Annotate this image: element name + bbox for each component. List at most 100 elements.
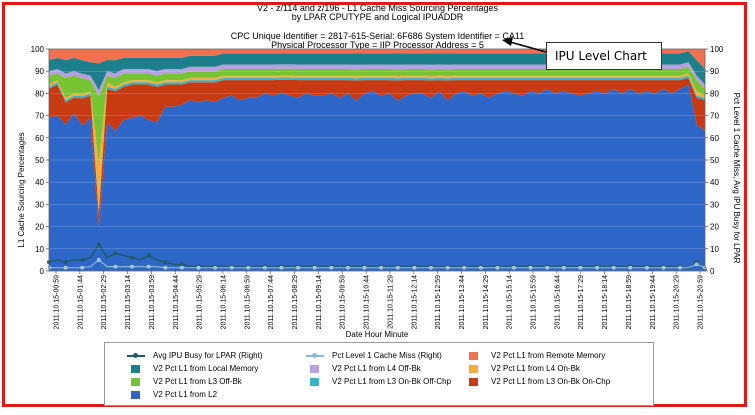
point-pct-level-1-cache-miss-right--20 xyxy=(213,265,217,270)
x-tick-label-17: 2011.10.15-13:44 xyxy=(459,275,466,329)
point-pct-level-1-cache-miss-right--48 xyxy=(445,265,450,270)
point-pct-level-1-cache-miss-right--74 xyxy=(661,265,666,270)
point-pct-level-1-cache-miss-right--64 xyxy=(578,265,583,270)
y-tick-label-right-50: 50 xyxy=(710,156,719,165)
y-tick-label-left-10: 10 xyxy=(35,245,44,254)
point-pct-level-1-cache-miss-right--56 xyxy=(512,265,516,270)
x-tick-label-10: 2011.10.15-08:29 xyxy=(292,275,299,329)
legend-label: V2 Pct L1 from L3 Off-Bk xyxy=(153,377,242,386)
legend-color-swatch xyxy=(131,378,140,386)
x-tick-label-16: 2011.10.15-12:59 xyxy=(435,275,442,329)
point-avg-ipu-busy-for-lpar-right--14 xyxy=(163,260,168,265)
point-pct-level-1-cache-miss-right--72 xyxy=(645,265,649,270)
legend-color-swatch xyxy=(469,352,478,360)
point-pct-level-1-cache-miss-right--26 xyxy=(263,265,267,270)
point-pct-level-1-cache-miss-right--66 xyxy=(595,265,599,270)
point-pct-level-1-cache-miss-right--18 xyxy=(196,265,201,270)
x-tick-label-1: 2011.10.15-01:44 xyxy=(77,275,84,329)
x-tick-label-11: 2011.10.15-09:14 xyxy=(316,275,323,329)
area-v2-pct-l1-from-l4-on-bk xyxy=(49,73,705,213)
point-pct-level-1-cache-miss-right--52 xyxy=(478,265,483,270)
legend-label: Pct Level 1 Cache Miss (Right) xyxy=(332,351,442,360)
legend-label: V2 Pct L1 from L2 xyxy=(153,390,218,399)
chart-title-line-1: V2 - z/114 and z/196 - L1 Cache Miss Sou… xyxy=(257,3,498,13)
point-pct-level-1-cache-miss-right--34 xyxy=(329,265,334,270)
point-pct-level-1-cache-miss-right--58 xyxy=(528,265,533,270)
point-pct-level-1-cache-miss-right--28 xyxy=(279,265,284,270)
point-pct-level-1-cache-miss-right--46 xyxy=(429,265,433,270)
point-avg-ipu-busy-for-lpar-right--16 xyxy=(179,262,184,267)
point-pct-level-1-cache-miss-right--16 xyxy=(180,265,184,270)
legend-label: V2 Pct L1 from L3 On-Bk Off-Chp xyxy=(332,377,452,386)
tick-labels: 0 0 10 10 20 20 30 30 40 40 50 50 60 60 70 70 80 80 90 90 10… xyxy=(31,45,724,329)
y-tick-label-left-70: 70 xyxy=(35,112,44,121)
point-pct-level-1-cache-miss-right--70 xyxy=(628,265,633,270)
x-tick-label-2: 2011.10.15-02:29 xyxy=(101,275,108,329)
x-tick-label-4: 2011.10.15-03:59 xyxy=(149,275,156,329)
y-tick-label-right-100: 100 xyxy=(710,45,724,54)
y-tick-label-left-20: 20 xyxy=(35,223,44,232)
legend-color-swatch xyxy=(469,378,478,386)
stacked-areas xyxy=(49,49,705,271)
point-avg-ipu-busy-for-lpar-right--12 xyxy=(146,253,151,258)
area-v2-pct-l1-from-l3-on-bk-on-chp xyxy=(49,77,705,227)
point-pct-level-1-cache-miss-right--60 xyxy=(545,265,550,270)
x-tick-label-27: 2011.10.15-20:59 xyxy=(698,275,705,329)
x-axis-label: Date Hour Minute xyxy=(346,330,409,339)
legend-label: V2 Pct L1 from Local Memory xyxy=(153,364,259,373)
legend-color-swatch xyxy=(310,378,319,386)
y-tick-label-right-70: 70 xyxy=(710,112,719,121)
point-pct-level-1-cache-miss-right--6 xyxy=(96,258,101,262)
point-pct-level-1-cache-miss-right--2 xyxy=(63,265,68,270)
point-pct-level-1-cache-miss-right--78 xyxy=(694,262,699,267)
legend-marker-dot xyxy=(133,353,138,358)
x-tick-label-9: 2011.10.15-07:44 xyxy=(268,275,275,329)
point-pct-level-1-cache-miss-right--24 xyxy=(246,265,251,270)
y-tick-label-left-30: 30 xyxy=(35,200,44,209)
y-tick-label-right-40: 40 xyxy=(710,178,719,187)
chart-legend: Avg IPU Busy for LPAR (Right) Pct Level 1… xyxy=(104,342,654,406)
y-tick-label-left-0: 0 xyxy=(40,267,45,276)
x-tick-label-3: 2011.10.15-03:14 xyxy=(125,275,132,329)
x-tick-label-13: 2011.10.15-10:44 xyxy=(364,275,371,329)
point-pct-level-1-cache-miss-right--42 xyxy=(395,265,400,270)
legend-color-swatch xyxy=(310,365,319,373)
y-axis-label-right: Pct Level 1 Cache Miss, Avg IPU Busy for… xyxy=(732,93,741,264)
y-tick-label-right-80: 80 xyxy=(710,89,719,98)
plot-border xyxy=(48,48,706,272)
x-tick-label-14: 2011.10.15-11:29 xyxy=(387,275,394,329)
y-axis-label-left: L1 Cache Sourcing Percentages xyxy=(17,132,26,247)
point-pct-level-1-cache-miss-right--38 xyxy=(362,265,367,270)
chart-title-line-2: by LPAR CPUTYPE and Logical IPUADDR xyxy=(291,12,464,22)
y-tick-label-right-20: 20 xyxy=(710,223,719,232)
point-pct-level-1-cache-miss-right--12 xyxy=(146,264,151,269)
area-v2-pct-l1-from-l3-on-bk-off-chp xyxy=(49,75,705,214)
point-pct-level-1-cache-miss-right--44 xyxy=(412,265,417,270)
y-tick-label-right-60: 60 xyxy=(710,134,719,143)
area-v2-pct-l1-from-l2 xyxy=(49,84,705,271)
y-tick-label-left-90: 90 xyxy=(35,67,44,76)
legend-line-swatch xyxy=(306,353,324,358)
x-tick-label-0: 2011.10.15-00:59 xyxy=(54,275,61,329)
point-pct-level-1-cache-miss-right--76 xyxy=(678,265,682,270)
x-tick-label-18: 2011.10.15-14:29 xyxy=(483,275,490,329)
point-pct-level-1-cache-miss-right--8 xyxy=(113,264,118,269)
point-avg-ipu-busy-for-lpar-right--6 xyxy=(96,242,101,247)
axes-group xyxy=(46,48,708,274)
x-tick-label-24: 2011.10.15-18:59 xyxy=(626,275,633,329)
legend-label: V2 Pct L1 from L4 Off-Bk xyxy=(332,364,421,373)
point-avg-ipu-busy-for-lpar-right--4 xyxy=(80,257,85,262)
x-tick-label-25: 2011.10.15-19:44 xyxy=(650,275,657,329)
x-tick-label-6: 2011.10.15-05:29 xyxy=(197,275,204,329)
point-pct-level-1-cache-miss-right--4 xyxy=(80,265,85,270)
line-series-group xyxy=(47,242,707,271)
legend-line-swatch xyxy=(127,353,145,358)
legend-color-swatch xyxy=(131,391,140,399)
point-avg-ipu-busy-for-lpar-right--8 xyxy=(113,251,118,256)
y-tick-label-left-40: 40 xyxy=(35,178,44,187)
x-tick-label-22: 2011.10.15-17:29 xyxy=(578,275,585,329)
x-tick-label-12: 2011.10.15-09:59 xyxy=(340,275,347,329)
chart-titles: V2 - z/114 and z/196 - L1 Cache Miss Sou… xyxy=(0,4,755,50)
x-tick-label-8: 2011.10.15-06:59 xyxy=(244,275,251,329)
area-v2-pct-l1-from-local-memory xyxy=(49,51,705,91)
